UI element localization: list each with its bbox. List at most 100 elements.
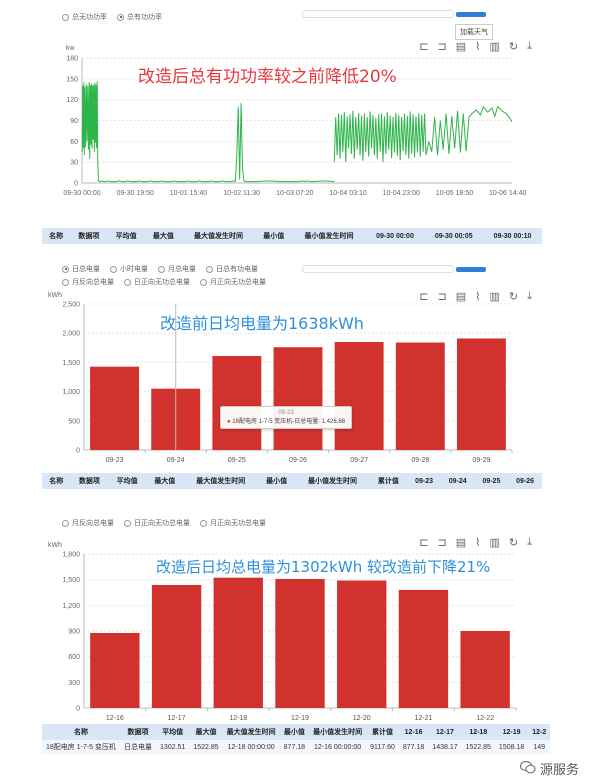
query-button[interactable] [456, 267, 486, 272]
radio-label: 日正向无功总电量 [134, 520, 190, 527]
radio-option[interactable]: 月总电量 [158, 264, 196, 274]
table-header-cell[interactable]: 09-23 [407, 473, 441, 489]
radio-dot [200, 519, 207, 527]
bar-icon[interactable]: ▥ [489, 41, 500, 53]
table-header-cell[interactable]: 平均值 [107, 228, 145, 244]
refresh-icon[interactable]: ↻ [508, 537, 519, 549]
table-header-cell[interactable]: 平均值 [108, 473, 146, 489]
chart-toolbar: ⊏ ⊐ ▤ ⌇ ▥ ↻ ⤓ [419, 290, 532, 303]
radio-option[interactable]: 月反向总电量 [62, 277, 114, 287]
radio-option[interactable]: 日正向无功总电量 [124, 518, 190, 528]
query-button[interactable] [456, 12, 486, 17]
table-header-cell[interactable]: 平均值 [156, 724, 190, 740]
download-icon[interactable]: ⤓ [527, 290, 532, 302]
x-tick-label: 12-19 [291, 715, 309, 722]
table-header-cell[interactable]: 名称 [42, 473, 71, 489]
bar [337, 580, 387, 708]
y-tick-label: 2,500 [62, 302, 80, 309]
data-view-icon[interactable]: ▤ [455, 537, 467, 549]
y-tick-label: 60 [70, 139, 78, 146]
series-line [243, 180, 335, 183]
table-header-cell[interactable]: 最大值 [144, 228, 182, 244]
radio-option[interactable]: 小时电量 [110, 264, 148, 274]
table-header-cell[interactable]: 最小值发生时间 [292, 228, 366, 244]
table-header-cell[interactable]: 09-30 00:10 [483, 228, 542, 244]
line-icon[interactable]: ⌇ [475, 41, 481, 53]
table-header-cell[interactable]: 09-30 00:00 [365, 228, 425, 244]
refresh-icon[interactable]: ↻ [508, 41, 519, 53]
x-tick-label: 12-21 [414, 715, 432, 722]
table-header-cell[interactable]: 名称 [42, 724, 121, 740]
table-header-cell[interactable]: 12-17 [428, 724, 462, 740]
table-header-cell[interactable]: 09-24 [440, 473, 475, 489]
table-header-cell[interactable]: 09-26 [508, 473, 542, 489]
radio-label: 小时电量 [120, 266, 148, 273]
zoom-reset-icon[interactable]: ⊐ [437, 537, 447, 549]
table-header-cell[interactable]: 12-16 [398, 724, 429, 740]
x-tick-label: 10-06 14:40 [489, 190, 526, 197]
table-header-cell[interactable]: 最小值 [279, 724, 310, 740]
energy-after-headline: 改造后日均总电量为1302kWh 较改造前下降21% [156, 558, 491, 576]
table-header-cell[interactable]: 累计值 [366, 724, 399, 740]
table-header-cell[interactable]: 累计值 [369, 473, 408, 489]
zoom-in-icon[interactable]: ⊏ [419, 41, 429, 53]
radio-active-power[interactable]: 总有功功率 [117, 12, 162, 22]
y-axis-label: kWh [48, 292, 62, 299]
download-icon[interactable]: ⤓ [527, 536, 532, 548]
x-tick-label: 10-04 03:10 [329, 190, 366, 197]
table-header-cell[interactable]: 最大值 [189, 724, 223, 740]
bar [334, 341, 384, 450]
bar-icon[interactable]: ▥ [489, 537, 500, 549]
table-header-cell[interactable]: 最大值 [145, 473, 184, 489]
bar-icon[interactable]: ▥ [489, 291, 500, 303]
power-table: 名称 数据项 平均值 最大值 最大值发生时间 最小值 最小值发生时间 09-30 00:00 0… [42, 228, 542, 244]
y-tick-label: 0 [74, 181, 78, 188]
radio-dot [62, 265, 69, 273]
zoom-reset-icon[interactable]: ⊐ [437, 291, 447, 303]
zoom-in-icon[interactable]: ⊏ [419, 291, 429, 303]
radio-label: 日正向无功总电量 [134, 279, 190, 286]
table-header-cell[interactable]: 最小值发生时间 [309, 724, 367, 740]
table-header-cell[interactable]: 12-19 [494, 724, 529, 740]
table-header-cell[interactable]: 最小值发生时间 [295, 473, 370, 489]
search-box[interactable] [302, 265, 454, 273]
table-cell: 1522.85 [461, 740, 495, 754]
radio-option[interactable]: 月正向无功总电量 [200, 277, 266, 287]
chart-toolbar: ⊏ ⊐ ▤ ⌇ ▥ ↻ ⤓ [419, 40, 532, 53]
line-icon[interactable]: ⌇ [475, 537, 481, 549]
table-header-cell[interactable]: 数据项 [70, 473, 109, 489]
table-header-cell[interactable]: 数据项 [120, 724, 157, 740]
radio-option[interactable]: 月反向总电量 [62, 518, 114, 528]
table-header-cell[interactable]: 最小值 [255, 228, 293, 244]
radio-option[interactable]: 日总电量 [62, 264, 100, 274]
table-header-cell[interactable]: 数据项 [70, 228, 108, 244]
table-header-cell[interactable]: 最大值发生时间 [183, 473, 258, 489]
radio-option[interactable]: 月正向无功总电量 [200, 518, 266, 528]
line-icon[interactable]: ⌇ [475, 291, 481, 303]
table-header-row: 名称 数据项 平均值 最大值 最大值发生时间 最小值 最小值发生时间 累计值 09-23 09-2… [42, 473, 542, 489]
table-header-cell[interactable]: 最大值发生时间 [181, 228, 256, 244]
zoom-in-icon[interactable]: ⊏ [419, 537, 429, 549]
table-header-cell[interactable]: 09-25 [474, 473, 509, 489]
load-weather-button[interactable]: 加载天气 [455, 24, 493, 40]
table-header-cell[interactable]: 09-30 00:05 [424, 228, 484, 244]
radio-option[interactable]: 日总有功电量 [206, 264, 258, 274]
table-header-cell[interactable]: 名称 [42, 228, 71, 244]
table-header-cell[interactable]: 最大值发生时间 [222, 724, 280, 740]
table-header-cell[interactable]: 12-18 [461, 724, 495, 740]
refresh-icon[interactable]: ↻ [508, 291, 519, 303]
radio-label: 月反向总电量 [72, 279, 114, 286]
table-header-cell[interactable]: 最小值 [257, 473, 296, 489]
search-box[interactable] [302, 10, 454, 18]
zoom-reset-icon[interactable]: ⊐ [437, 41, 447, 53]
bar [456, 338, 506, 450]
radio-dot [62, 13, 69, 21]
download-icon[interactable]: ⤓ [527, 40, 532, 52]
radio-reactive-power[interactable]: 总无功功率 [62, 12, 107, 22]
x-tick-label: 12-22 [476, 715, 494, 722]
radio-option[interactable]: 日正向无功总电量 [124, 277, 190, 287]
radio-dot [62, 519, 69, 527]
table-header-cell[interactable]: 12-2 [528, 724, 551, 740]
data-view-icon[interactable]: ▤ [455, 41, 467, 53]
data-view-icon[interactable]: ▤ [455, 291, 467, 303]
